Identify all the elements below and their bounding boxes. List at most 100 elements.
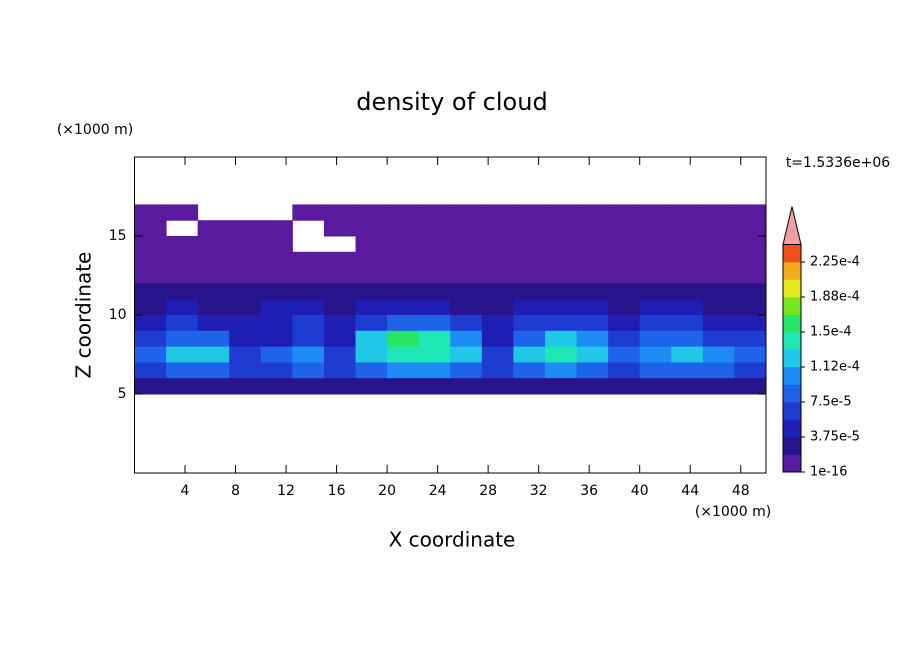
contour-cell [229, 362, 262, 379]
contour-cell [323, 267, 357, 284]
contour-cell [134, 362, 167, 379]
contour-cell [418, 330, 451, 348]
contour-cell [418, 283, 451, 300]
contour-cell [166, 378, 199, 395]
contour-cell [134, 267, 167, 284]
contour-cell [702, 330, 735, 348]
contour-cell [481, 204, 514, 221]
contour-cell [229, 346, 262, 363]
contour-cell [355, 299, 388, 316]
contour-cell [355, 330, 388, 348]
contour-cell [229, 236, 262, 253]
chart-title: density of cloud [356, 88, 547, 116]
contour-cell [292, 315, 325, 332]
colorbar-band [783, 314, 801, 333]
contour-cell [134, 315, 167, 332]
contour-cell [197, 299, 230, 316]
contour-cell [418, 220, 451, 237]
contour-cell [260, 346, 293, 363]
contour-cell [734, 204, 767, 221]
contour-cell [450, 251, 483, 269]
contour-cell [134, 299, 167, 316]
contour-cell [544, 220, 578, 237]
colorbar-label: 1e-16 [810, 465, 848, 480]
contour-cell [292, 204, 325, 221]
contour-cell [576, 315, 609, 332]
contour-cell [639, 378, 672, 395]
contour-cell [418, 251, 451, 269]
contour-cell [513, 378, 546, 395]
contour-cell [734, 299, 767, 316]
x-tick-label: 28 [479, 483, 497, 499]
contour-cell [418, 204, 451, 221]
contour-cell [197, 236, 230, 253]
contour-cell [355, 283, 388, 300]
contour-cell [608, 251, 641, 269]
contour-cell [260, 330, 293, 348]
contour-cell [702, 299, 735, 316]
contour-cell [323, 330, 357, 348]
contour-cell [481, 251, 514, 269]
contour-cell [292, 283, 325, 300]
contour-cell [639, 236, 672, 253]
contour-cell [671, 236, 704, 253]
contour-cell [544, 251, 578, 269]
contour-cell [197, 362, 230, 379]
contour-cell [513, 236, 546, 253]
contour-cell [355, 204, 388, 221]
colorbar-frame [782, 244, 802, 473]
contour-cell [450, 204, 483, 221]
contour-cell [229, 267, 262, 284]
colorbar-extend [782, 206, 802, 245]
contour-cell [355, 362, 388, 379]
contour-cell [134, 283, 167, 300]
contour-cell [702, 251, 735, 269]
contour-cell [639, 299, 672, 316]
contour-cell [671, 204, 704, 221]
contour-cell [166, 283, 199, 300]
contour-cell [671, 346, 704, 363]
contour-cell [418, 346, 451, 363]
contour-cell [513, 346, 546, 363]
y-tick-label: 5 [118, 386, 127, 402]
contour-cell [134, 236, 167, 253]
contour-cell [323, 220, 357, 237]
x-tick-label: 44 [681, 483, 699, 499]
contour-cell [355, 315, 388, 332]
contour-cell [481, 220, 514, 237]
contour-cell [734, 251, 767, 269]
contour-cell [134, 330, 167, 348]
contour-cell [292, 267, 325, 284]
contour-cell [608, 346, 641, 363]
contour-cell [229, 251, 262, 269]
contour-cell [702, 378, 735, 395]
colorbar-band [783, 454, 801, 473]
contour-cell [450, 299, 483, 316]
contour-cell [608, 330, 641, 348]
contour-cell [197, 315, 230, 332]
contour-cell [260, 378, 293, 395]
contour-cell [197, 251, 230, 269]
contour-cell [513, 283, 546, 300]
colorbar-label: 3.75e-5 [810, 430, 860, 445]
contour-cell [671, 315, 704, 332]
contour-cell [323, 204, 357, 221]
colorbar-band [783, 384, 801, 403]
contour-cell [513, 251, 546, 269]
contour-cell [608, 267, 641, 284]
contour-cell [671, 283, 704, 300]
contour-cell [387, 267, 420, 284]
contour-cell [639, 220, 672, 237]
contour-cell [166, 236, 199, 253]
contour-cell [734, 346, 767, 363]
y-unit: (×1000 m) [57, 122, 133, 138]
contour-cell [481, 315, 514, 332]
contour-cell [639, 204, 672, 221]
contour-cell [197, 283, 230, 300]
contour-cell [639, 283, 672, 300]
contour-cell [166, 299, 199, 316]
contour-cell [229, 330, 262, 348]
contour-cell [544, 267, 578, 284]
contour-cell [418, 378, 451, 395]
